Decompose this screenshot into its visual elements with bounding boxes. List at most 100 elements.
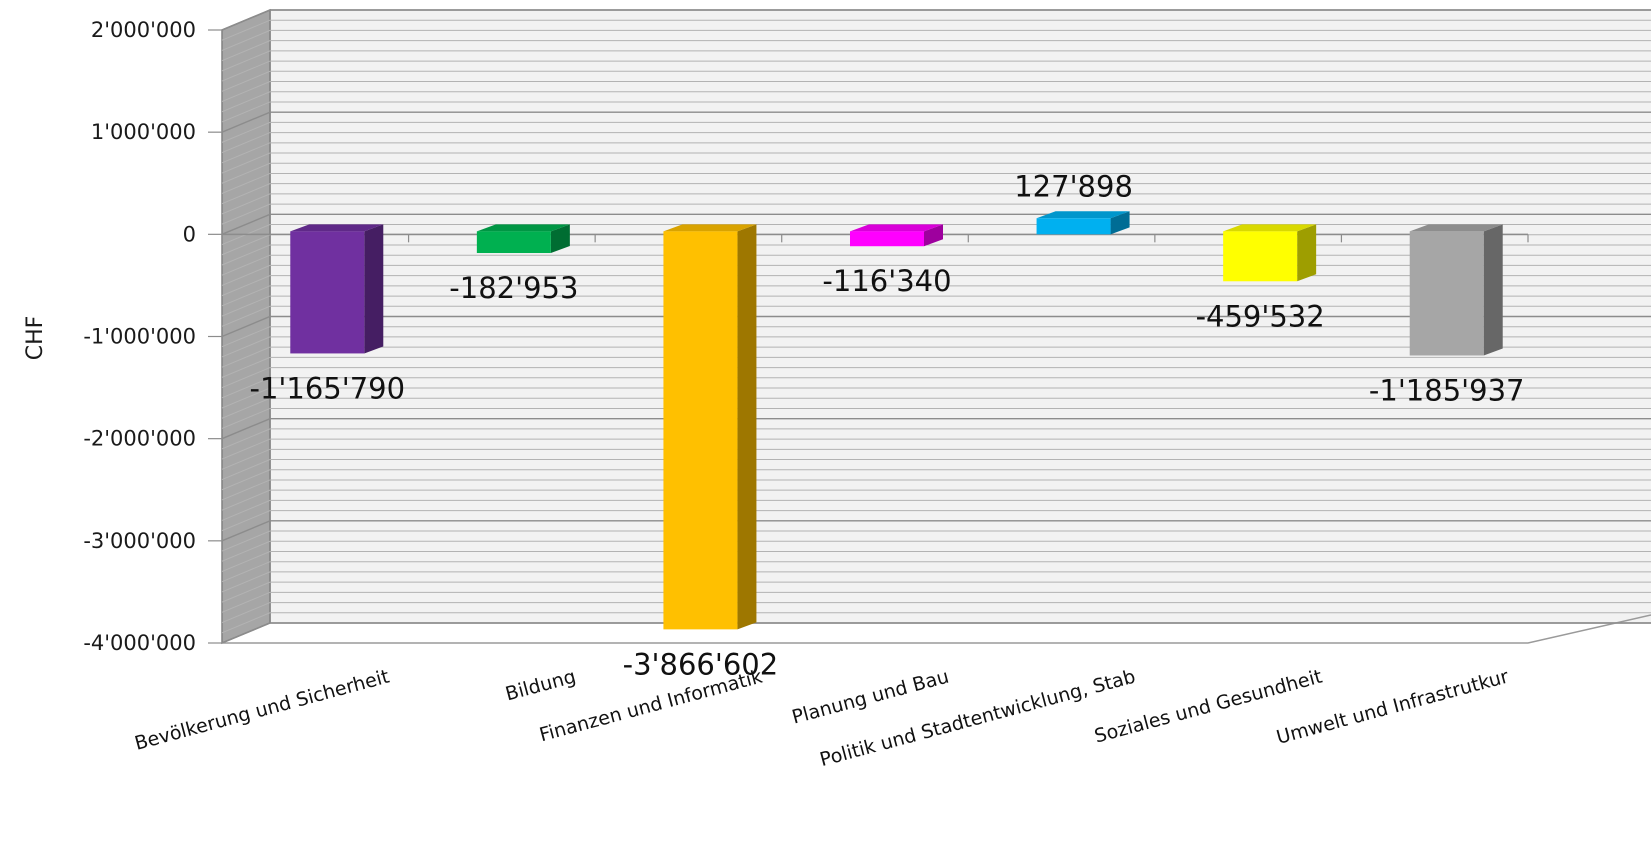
minor-gridline	[221, 29, 1651, 51]
y-tick-label: -2'000'000	[83, 427, 196, 451]
minor-gridline	[221, 193, 1651, 215]
minor-gridline	[221, 244, 1651, 266]
minor-gridline	[221, 132, 1651, 154]
bar-side	[1110, 211, 1130, 235]
bar	[1223, 224, 1317, 282]
minor-gridline	[221, 81, 1651, 102]
minor-gridline	[221, 285, 1651, 307]
minor-gridline	[221, 612, 1651, 634]
category-label: Bildung	[503, 666, 578, 706]
minor-gridline	[221, 581, 1651, 603]
minor-gridline	[221, 459, 1651, 480]
bar-top	[1036, 211, 1130, 219]
minor-gridline	[221, 152, 1651, 174]
bar	[663, 224, 757, 630]
bar	[1409, 224, 1503, 356]
minor-gridline	[221, 499, 1651, 521]
bar-top	[1409, 224, 1503, 232]
y-axis-label: CHF	[23, 316, 48, 361]
floor-edge	[222, 614, 1651, 644]
y-tick-label: -3'000'000	[83, 529, 196, 553]
bar-top	[1223, 224, 1317, 232]
minor-gridline	[221, 91, 1651, 113]
minor-gridline	[221, 60, 1651, 82]
minor-gridline	[221, 561, 1651, 583]
data-label: -459'532	[1196, 299, 1325, 333]
bar-side	[924, 224, 943, 247]
minor-gridline	[221, 162, 1651, 184]
minor-gridline	[221, 397, 1651, 419]
data-label: -182'953	[449, 271, 578, 305]
category-label: Bevölkerung und Sicherheit	[132, 666, 391, 755]
bar-front	[1036, 218, 1111, 235]
bar-front	[850, 231, 924, 247]
bar-side	[737, 224, 757, 630]
minor-gridline	[221, 305, 1651, 327]
bars	[290, 211, 1503, 630]
y-tick-label: 0	[183, 222, 196, 246]
minor-gridline	[221, 448, 1651, 470]
data-label: -3'866'602	[623, 647, 779, 681]
minor-gridline	[221, 275, 1651, 297]
minor-gridline	[221, 142, 1651, 164]
data-label: -116'340	[822, 264, 951, 298]
bar-front	[476, 231, 551, 254]
major-gridline	[221, 315, 1651, 338]
bar-top	[290, 224, 384, 232]
minor-gridline	[221, 121, 1651, 143]
major-gridline	[221, 520, 1651, 542]
major-gridline	[221, 622, 1651, 644]
minor-gridline	[221, 367, 1651, 389]
bar	[476, 224, 570, 254]
bar-front	[1409, 231, 1484, 356]
minor-gridline	[221, 479, 1651, 501]
minor-gridline	[221, 203, 1651, 225]
minor-gridline	[221, 183, 1651, 205]
bar-top	[663, 224, 757, 232]
bar-side	[1483, 224, 1503, 356]
minor-gridline	[221, 438, 1651, 460]
minor-gridline	[221, 469, 1651, 491]
bar-side	[1297, 224, 1317, 282]
major-gridline	[221, 213, 1651, 235]
bar-front	[290, 231, 365, 354]
minor-gridline	[221, 550, 1651, 572]
bar-top	[476, 224, 570, 232]
minor-gridline	[221, 602, 1651, 624]
y-tick-label: 1'000'000	[91, 120, 196, 144]
minor-gridline	[221, 407, 1651, 429]
gridlines	[221, 9, 1651, 644]
minor-gridline	[221, 172, 1651, 194]
minor-gridline	[221, 50, 1651, 72]
minor-gridline	[221, 326, 1651, 348]
minor-gridline	[221, 591, 1651, 613]
bar-side	[364, 224, 384, 354]
minor-gridline	[221, 264, 1651, 286]
y-tick-label: -4'000'000	[83, 631, 196, 655]
data-label: -1'165'790	[249, 371, 405, 405]
minor-gridline	[221, 377, 1651, 399]
minor-gridline	[221, 530, 1651, 552]
category-labels: Bevölkerung und Sicherheit BildungFinanze…	[132, 666, 1511, 772]
category-label: Planung und Bau	[790, 666, 952, 729]
minor-gridline	[221, 40, 1651, 62]
bar	[850, 224, 943, 247]
bar-front	[663, 231, 738, 630]
minor-gridline	[221, 19, 1651, 41]
bar-top	[850, 224, 943, 232]
bar	[1036, 211, 1130, 235]
bar	[290, 224, 384, 354]
major-gridline	[221, 417, 1651, 440]
minor-gridline	[221, 540, 1651, 562]
data-label: 127'898	[1014, 169, 1133, 203]
minor-gridline	[221, 70, 1651, 92]
minor-gridline	[221, 224, 1651, 246]
minor-gridline	[221, 489, 1651, 511]
minor-gridline	[221, 387, 1651, 409]
y-axis-ticks: 2'000'000 1'000'000 0 -1'000'000 -2'000'000 -…	[83, 18, 222, 655]
major-gridline	[221, 111, 1651, 133]
data-label: -1'185'937	[1369, 373, 1525, 407]
minor-gridline	[221, 571, 1651, 593]
minor-gridline	[221, 336, 1651, 358]
bar-side	[550, 224, 570, 254]
